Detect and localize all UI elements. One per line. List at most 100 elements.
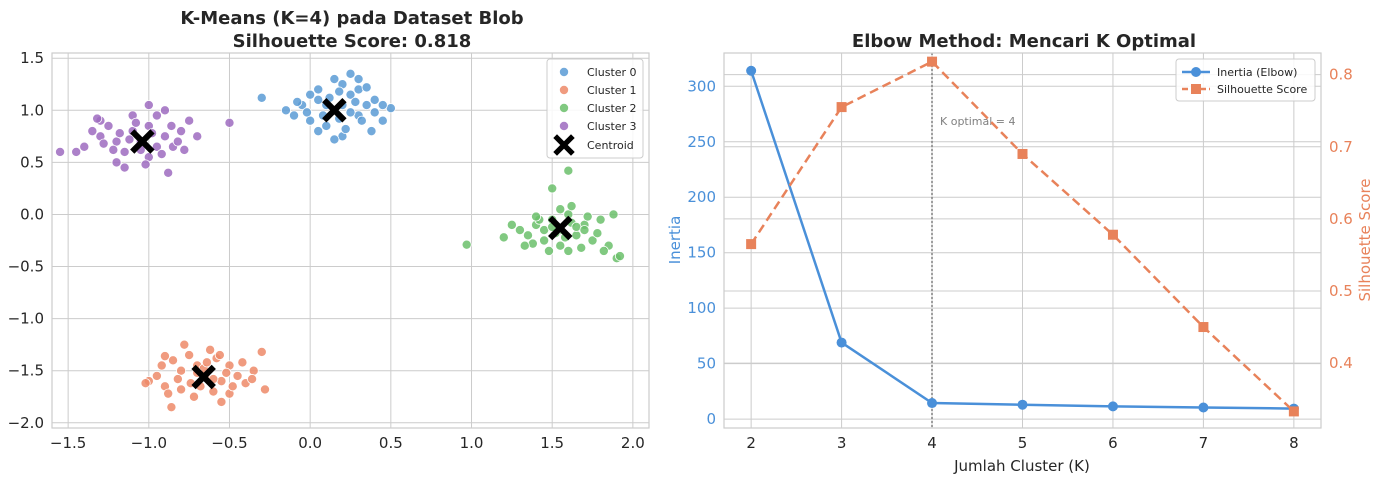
cluster-3-point xyxy=(159,131,170,142)
cluster-0-point xyxy=(366,126,377,137)
cluster-0-point xyxy=(289,110,300,121)
elbow-y2tick-label: 0.4 xyxy=(1329,354,1353,372)
scatter-legend-box xyxy=(546,58,644,159)
cluster-2-point xyxy=(555,240,566,251)
optimal-k-annotation: K optimal = 4 xyxy=(940,115,1016,128)
scatter-x-ticks: −1.5 −1.0 −0.5 0.0 0.5 1.0 1.5 2.0 xyxy=(50,434,645,452)
scatter-xtick-label: 0.5 xyxy=(379,434,403,452)
cluster-0-point xyxy=(334,86,345,97)
elbow-y2tick-label: 0.7 xyxy=(1329,138,1353,156)
elbow-y2tick-label: 0.6 xyxy=(1329,210,1353,228)
elbow-ytick-label: 50 xyxy=(697,355,716,373)
cluster-0-point xyxy=(377,100,388,111)
cluster-0-point xyxy=(350,96,361,107)
inertia-point xyxy=(746,65,757,76)
cluster-0-point xyxy=(377,115,388,126)
cluster-0-point xyxy=(256,92,267,103)
elbow-ytick-label: 100 xyxy=(687,299,716,317)
scatter-ytick-label: −2.0 xyxy=(8,414,44,432)
cluster-2-point xyxy=(498,232,509,243)
cluster-2-point xyxy=(592,228,603,239)
elbow-xtick-label: 6 xyxy=(1108,434,1118,452)
inertia-point xyxy=(1017,399,1028,410)
inertia-point xyxy=(1107,401,1118,412)
scatter-ytick-label: 0.5 xyxy=(20,153,44,171)
silhouette-point xyxy=(1107,229,1118,240)
scatter-ytick-label: 1.5 xyxy=(20,49,44,67)
scatter-xtick-label: −0.5 xyxy=(211,434,247,452)
silhouette-point xyxy=(746,239,757,250)
cluster-3-point xyxy=(98,138,109,149)
elbow-grid xyxy=(724,53,1321,428)
cluster-1-point xyxy=(248,365,259,376)
cluster-3-point xyxy=(156,149,167,160)
cluster-3-point xyxy=(119,162,130,173)
scatter-xtick-label: −1.0 xyxy=(131,434,167,452)
scatter-xtick-label: 1.0 xyxy=(460,434,484,452)
elbow-legend: Inertia (Elbow) Silhouette Score xyxy=(1175,58,1316,102)
cluster-1-point xyxy=(172,374,183,385)
cluster-0-point xyxy=(329,74,340,85)
cluster-2-point xyxy=(566,201,577,212)
scatter-xtick-label: 2.0 xyxy=(621,434,645,452)
cluster-3-point xyxy=(192,131,203,142)
cluster-0-point xyxy=(345,68,356,79)
elbow-xtick-label: 2 xyxy=(746,434,756,452)
elbow-panel: Elbow Method: Mencari K Optimal K optima… xyxy=(666,31,1374,475)
cluster-2-point xyxy=(461,239,472,250)
cluster-1-point xyxy=(256,346,267,357)
cluster-0-point xyxy=(301,107,312,118)
cluster-3-point xyxy=(71,146,82,157)
elbow-y2tick-label: 0.5 xyxy=(1329,282,1353,300)
elbow-title: Elbow Method: Mencari K Optimal xyxy=(852,31,1196,52)
cluster-3-point xyxy=(151,141,162,152)
cluster-0-point xyxy=(305,89,316,100)
cluster-1-point xyxy=(259,384,270,395)
elbow-legend-box xyxy=(1175,58,1316,102)
cluster-1-point xyxy=(221,367,232,378)
cluster-3-point xyxy=(111,157,122,168)
cluster-1-point xyxy=(176,365,187,376)
elbow-x-ticks: 2 3 4 5 6 7 8 xyxy=(746,434,1298,452)
cluster-1-point xyxy=(156,360,167,371)
elbow-xlabel: Jumlah Cluster (K) xyxy=(953,457,1090,475)
cluster-0-point xyxy=(361,100,372,111)
scatter-grid xyxy=(52,53,649,428)
scatter-legend-label: Cluster 3 xyxy=(587,120,637,133)
cluster-2-point xyxy=(547,183,558,194)
silhouette-point xyxy=(1288,406,1299,417)
cluster-2-point xyxy=(543,245,554,256)
scatter-xtick-label: 1.5 xyxy=(540,434,564,452)
cluster-2-point xyxy=(576,242,587,253)
centroid-marker xyxy=(130,129,155,154)
cluster-0-point xyxy=(313,126,324,137)
scatter-y-ticks: 1.5 1.0 0.5 0.0 −0.5 −1.0 −1.5 −2.0 xyxy=(8,49,44,432)
cluster-1-point xyxy=(188,391,199,402)
cluster-3-point xyxy=(184,115,195,126)
cluster-1-point xyxy=(176,384,187,395)
cluster-2-point xyxy=(563,165,574,176)
cluster-1-point xyxy=(247,374,258,385)
cluster-1-point xyxy=(166,402,177,413)
elbow-ytick-label: 250 xyxy=(687,133,716,151)
cluster-1-point xyxy=(168,355,179,366)
cluster-0-point xyxy=(345,89,356,100)
cluster-3-point xyxy=(92,113,103,124)
elbow-y2label: Silhouette Score xyxy=(1356,178,1374,301)
cluster-0-point xyxy=(369,94,380,105)
cluster-0-point xyxy=(361,82,372,93)
cluster-2-point xyxy=(506,219,517,230)
cluster-3-point xyxy=(163,167,174,178)
silhouette-point xyxy=(836,102,847,113)
elbow-xtick-label: 4 xyxy=(927,434,937,452)
cluster-1-point xyxy=(140,378,151,389)
scatter-ytick-label: 1.0 xyxy=(20,101,44,119)
scatter-xtick-label: 0.0 xyxy=(298,434,322,452)
cluster-1-point xyxy=(184,350,195,361)
cluster-3-point xyxy=(140,159,151,170)
cluster-3-point xyxy=(130,117,141,128)
cluster-2-point xyxy=(571,230,582,241)
cluster-3-point xyxy=(166,120,177,131)
scatter-subtitle: Silhouette Score: 0.818 xyxy=(233,31,472,52)
